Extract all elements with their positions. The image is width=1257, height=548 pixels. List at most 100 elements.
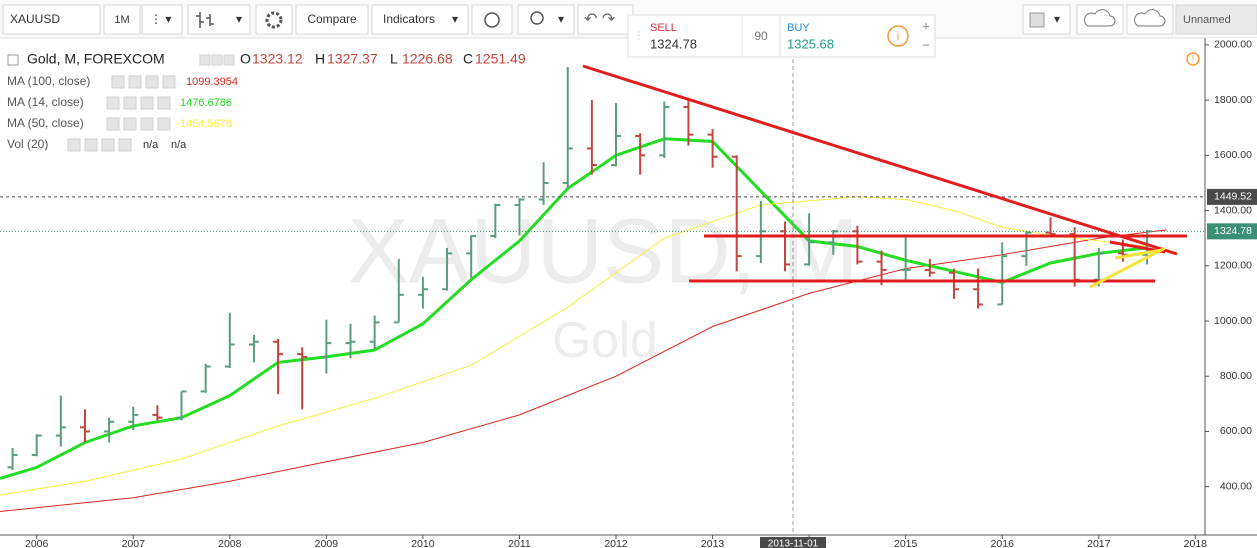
legend-value: n/a — [143, 139, 159, 151]
series-title: Gold, M, FOREXCOM — [27, 51, 165, 67]
compare-button[interactable] — [295, 4, 369, 35]
legend-name: Vol (20) — [7, 137, 48, 151]
ohlc-bar — [442, 247, 453, 291]
ohlc-value: 1251.49 — [475, 51, 526, 67]
ohlc-bar — [104, 417, 115, 443]
ohlc-bar — [924, 258, 935, 277]
buy-label[interactable]: BUY — [787, 22, 810, 34]
price-axis — [1205, 38, 1257, 548]
layout-name: Unnamed — [1183, 14, 1231, 26]
chart-type-button[interactable] — [187, 4, 251, 35]
legend-icon[interactable] — [118, 138, 132, 152]
legend-icon[interactable] — [111, 75, 125, 89]
y-tick-label: 600.00 — [1220, 425, 1252, 437]
hint-button[interactable] — [517, 4, 575, 35]
y-tick-label: 400.00 — [1220, 480, 1252, 492]
ohlc-bar — [393, 258, 404, 324]
ohlc-bar — [200, 363, 211, 393]
symbol-box[interactable] — [2, 4, 101, 35]
x-tick-label: 2015 — [894, 538, 918, 548]
minus[interactable]: − — [922, 37, 930, 52]
legend-name: MA (100, close) — [7, 74, 90, 88]
ohlc-bar — [369, 315, 380, 349]
y-tick-label: 800.00 — [1220, 370, 1252, 382]
legend-icon[interactable] — [123, 96, 137, 110]
trend-line — [582, 64, 1178, 256]
ohlc-bar — [876, 250, 887, 286]
legend-icon[interactable] — [84, 138, 98, 152]
plus[interactable]: + — [922, 18, 930, 33]
watermark: XAUUSD, M — [347, 200, 858, 302]
ohlc-bar — [538, 162, 549, 206]
indicators-button[interactable] — [371, 4, 469, 35]
collapse-icon[interactable] — [7, 54, 19, 66]
legend-icon[interactable] — [106, 96, 120, 110]
interval-button[interactable] — [103, 4, 141, 35]
legend-icon[interactable] — [101, 138, 115, 152]
legend-value: n/a — [171, 139, 187, 151]
x-tick-label: 2017 — [1087, 538, 1111, 548]
ohlc-bar — [490, 203, 501, 239]
legend-icon[interactable] — [123, 117, 137, 131]
legend-icon[interactable] — [211, 54, 223, 66]
ohlc-bar — [900, 235, 911, 283]
legend-name: MA (50, close) — [7, 116, 84, 130]
buy-price[interactable]: 1325.68 — [787, 36, 834, 51]
ohlc-bar — [297, 347, 308, 410]
price-label-box — [1207, 188, 1257, 205]
layout-button[interactable] — [1175, 4, 1257, 35]
ohlc-bar — [321, 319, 332, 374]
legend-icon[interactable] — [128, 75, 142, 89]
legend-icon[interactable] — [223, 54, 235, 66]
alert-button[interactable] — [471, 4, 513, 35]
yellow-drawings — [1089, 246, 1166, 289]
x-tick-label: 2011 — [508, 538, 531, 548]
settings-button[interactable] — [255, 4, 293, 35]
trend-line — [1114, 248, 1163, 260]
ohlc-label: L — [390, 51, 398, 67]
x-tick-label: 2007 — [122, 538, 146, 548]
symbol: XAUUSD — [10, 12, 60, 26]
legend-icon[interactable] — [140, 117, 154, 131]
ohlc-bar — [997, 242, 1008, 306]
y-tick-label: 2000.00 — [1214, 39, 1252, 51]
crosshair-label: 2013-11-01 — [768, 539, 819, 548]
color-icon — [1029, 12, 1045, 28]
y-tick-label: 1200.00 — [1214, 260, 1252, 272]
ohlc-bar — [948, 268, 959, 299]
compare: Compare — [307, 12, 357, 26]
trend-line — [1089, 246, 1166, 289]
ohlc-bar — [1045, 217, 1056, 237]
cloud-icon — [1134, 9, 1166, 27]
legend-icon[interactable] — [106, 117, 120, 131]
ohlc-bar — [707, 129, 718, 168]
ohlc-bar — [417, 276, 428, 309]
ohlc-label: C — [463, 51, 473, 67]
bars-icon — [196, 12, 214, 28]
ohlc-bar — [128, 406, 139, 431]
legend-icon[interactable] — [162, 75, 176, 89]
ohlc-bar — [79, 409, 90, 443]
menu-arrow: ▾ — [236, 12, 242, 26]
crosshair-label-box — [760, 537, 826, 548]
ohlc-bar — [152, 405, 163, 421]
undo-redo[interactable] — [577, 4, 634, 35]
interval-menu[interactable] — [141, 4, 183, 35]
ohlc-value: 1226.68 — [402, 51, 453, 67]
sell-label[interactable]: SELL — [650, 22, 677, 34]
info-icon[interactable] — [887, 25, 909, 47]
legend-icon[interactable] — [157, 117, 171, 131]
legend-name: MA (14, close) — [7, 95, 84, 109]
ohlc-bar — [466, 234, 477, 279]
ohlc-bar — [635, 133, 646, 175]
ohlc-bar — [852, 225, 863, 265]
spread: 90 — [754, 29, 768, 43]
legend-icon[interactable] — [145, 75, 159, 89]
sell-price[interactable]: 1324.78 — [650, 36, 697, 51]
legend-icon[interactable] — [67, 138, 81, 152]
grip: ⋮ — [634, 31, 644, 42]
legend-icon[interactable] — [157, 96, 171, 110]
legend-icon[interactable] — [140, 96, 154, 110]
ohlc-value: 1327.37 — [327, 51, 378, 67]
legend-icon[interactable] — [199, 54, 211, 66]
